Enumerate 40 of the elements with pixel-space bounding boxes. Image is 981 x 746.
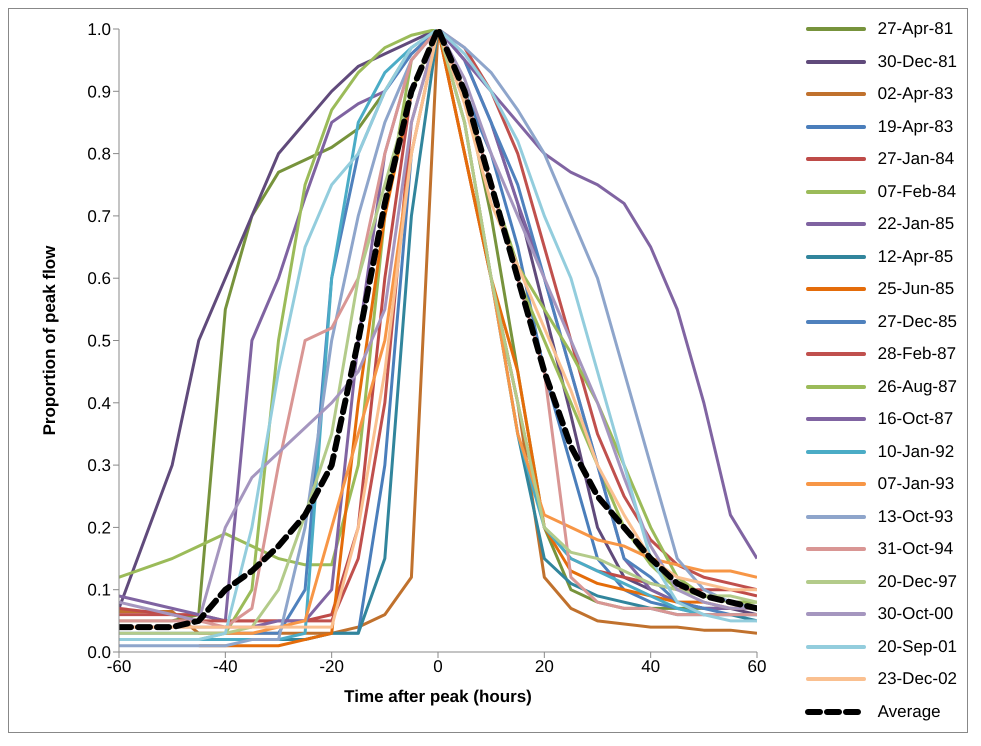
legend-label: 02-Apr-83 [878,84,954,104]
legend-label: 30-Oct-00 [878,604,954,624]
legend-label: 27-Jan-84 [878,149,954,170]
y-tick-label: 0.9 [87,82,111,102]
legend-label: 22-Jan-85 [878,214,954,234]
legend-label: 16-Oct-87 [878,409,954,430]
x-tick-label: 40 [641,657,660,676]
legend-label: 30-Dec-81 [878,52,957,72]
y-tick-label: 0.6 [87,269,111,288]
legend-label: 28-Feb-87 [878,344,956,364]
y-tick-label: 0.8 [87,144,111,164]
legend-label: 20-Dec-97 [878,572,957,592]
legend-label: 26-Aug-87 [878,376,957,397]
legend-label: 13-Oct-93 [878,506,954,527]
y-tick-label: 0.5 [87,332,111,351]
y-tick-label: 0.2 [87,518,111,538]
legend-label: 25-Jun-85 [878,279,954,300]
y-tick-label: 1.0 [87,20,111,40]
legend-label: 31-Oct-94 [878,539,954,560]
y-tick-label: 0.3 [87,456,111,476]
legend-label: 27-Apr-81 [878,19,954,40]
legend-label: 07-Jan-93 [878,474,954,494]
y-axis-title: Proportion of peak flow [40,244,60,436]
x-tick-label: 0 [433,657,443,676]
legend-label: 07-Feb-84 [878,182,956,202]
y-tick-label: 0.1 [87,580,111,600]
x-tick-label: -40 [213,657,238,676]
y-tick-label: 0.4 [87,394,111,413]
legend-label: 10-Jan-92 [878,442,954,462]
legend-label: 23-Dec-02 [878,669,957,690]
x-tick-label: 60 [748,657,766,676]
x-tick-label: 20 [534,657,554,676]
legend-label: 19-Apr-83 [878,116,954,137]
x-tick-label: -20 [319,657,344,676]
legend-label: Average [878,702,941,722]
y-tick-label: 0.7 [87,206,111,226]
legend-label: 12-Apr-85 [878,246,954,267]
legend-label: 27-Dec-85 [878,312,957,332]
legend-label: 20-Sep-01 [878,636,957,657]
x-axis-title: Time after peak (hours) [344,687,532,706]
